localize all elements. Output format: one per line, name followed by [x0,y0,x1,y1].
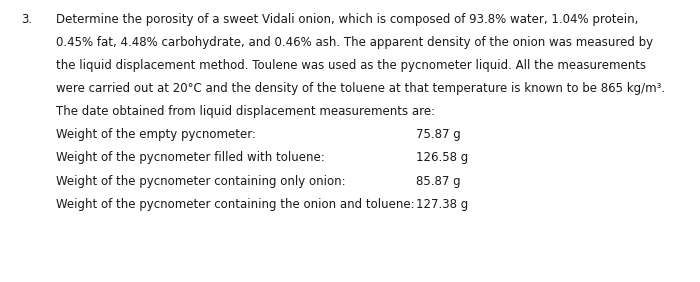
Text: 3.: 3. [21,13,32,26]
Text: 75.87 g: 75.87 g [416,128,461,141]
Text: 127.38 g: 127.38 g [416,198,469,211]
Text: Weight of the empty pycnometer:: Weight of the empty pycnometer: [56,128,256,141]
Text: 126.58 g: 126.58 g [416,151,469,164]
Text: were carried out at 20°C and the density of the toluene at that temperature is k: were carried out at 20°C and the density… [56,82,665,95]
Text: Weight of the pycnometer containing only onion:: Weight of the pycnometer containing only… [56,175,346,188]
Text: The date obtained from liquid displacement measurements are:: The date obtained from liquid displaceme… [56,105,435,118]
Text: Weight of the pycnometer containing the onion and toluene:: Weight of the pycnometer containing the … [56,198,414,211]
Text: 85.87 g: 85.87 g [416,175,461,188]
Text: the liquid displacement method. Toulene was used as the pycnometer liquid. All t: the liquid displacement method. Toulene … [56,59,646,72]
Text: Determine the porosity of a sweet Vidali onion, which is composed of 93.8% water: Determine the porosity of a sweet Vidali… [56,13,638,26]
Text: 0.45% fat, 4.48% carbohydrate, and 0.46% ash. The apparent density of the onion : 0.45% fat, 4.48% carbohydrate, and 0.46%… [56,36,653,49]
Text: Weight of the pycnometer filled with toluene:: Weight of the pycnometer filled with tol… [56,151,325,164]
